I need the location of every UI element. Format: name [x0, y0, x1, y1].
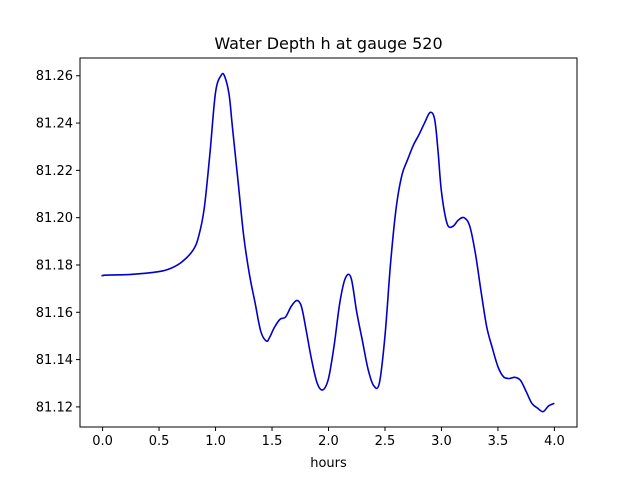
y-tick-label: 81.12 — [36, 400, 73, 415]
y-tick-label: 81.20 — [36, 211, 73, 226]
y-tick-label: 81.24 — [36, 117, 73, 132]
x-tick-label: 1.5 — [262, 434, 283, 449]
x-tick-label: 3.5 — [488, 434, 509, 449]
x-tick-label: 1.0 — [205, 434, 226, 449]
x-tick-label: 3.0 — [431, 434, 452, 449]
series-line — [101, 72, 555, 413]
x-tick-label: 0.5 — [149, 434, 170, 449]
y-tick-label: 81.16 — [36, 306, 73, 321]
x-axis: 0.0 0.5 1.0 1.5 2.0 2.5 3.0 3.5 4.0 — [92, 427, 565, 449]
x-tick-label: 2.5 — [375, 434, 396, 449]
y-tick-label: 81.22 — [36, 164, 73, 179]
chart-title: Water Depth h at gauge 520 — [214, 34, 442, 53]
y-tick-label: 81.18 — [36, 258, 73, 273]
y-tick-label: 81.14 — [36, 353, 73, 368]
y-axis: 81.12 81.14 81.16 81.18 81.20 81.22 81.24 81.26 — [36, 69, 80, 415]
x-tick-label: 4.0 — [544, 434, 565, 449]
y-tick-label: 81.26 — [36, 69, 73, 84]
plot-layer — [101, 72, 555, 413]
x-tick-label: 0.0 — [92, 434, 113, 449]
x-axis-label: hours — [310, 456, 347, 471]
x-tick-label: 2.0 — [318, 434, 339, 449]
